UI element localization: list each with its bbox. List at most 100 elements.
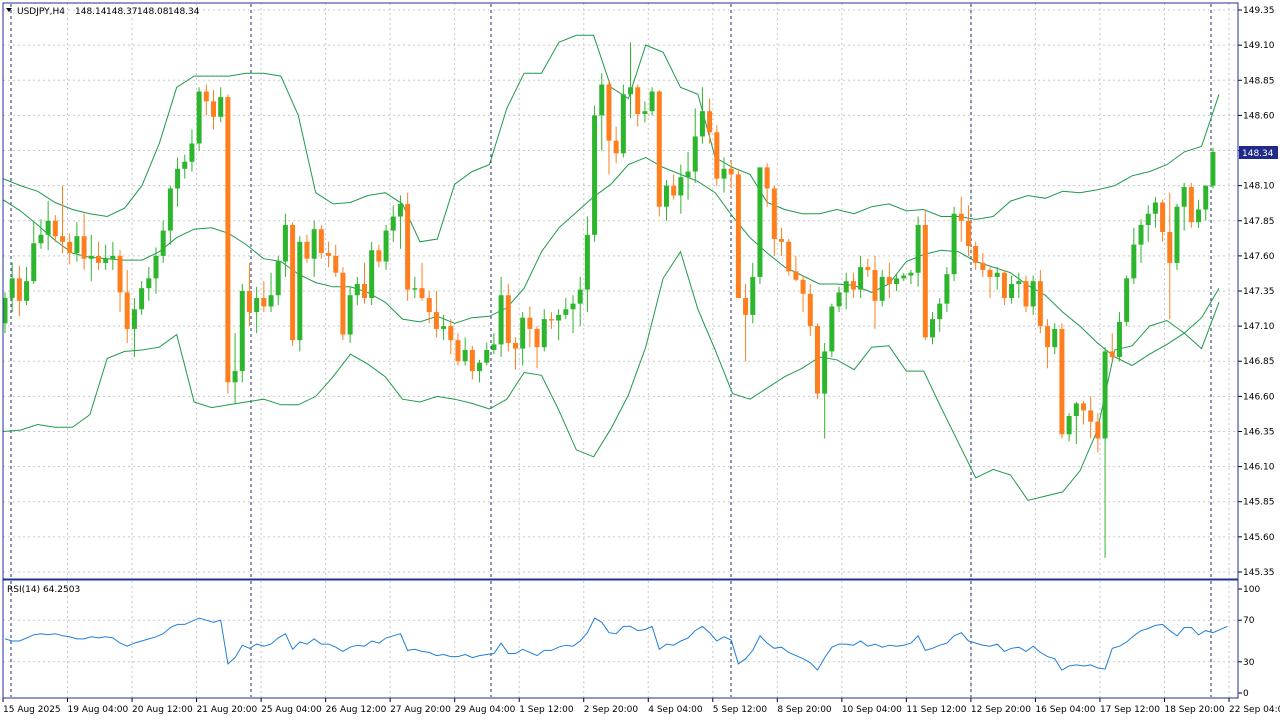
bear-candle[interactable] xyxy=(779,239,785,242)
bear-candle[interactable] xyxy=(455,340,461,362)
bull-candle[interactable] xyxy=(1210,151,1216,186)
bull-candle[interactable] xyxy=(175,168,181,189)
bull-candle[interactable] xyxy=(570,303,576,310)
bull-candle[interactable] xyxy=(556,314,562,321)
bull-candle[interactable] xyxy=(894,278,900,284)
bear-candle[interactable] xyxy=(606,84,612,141)
bear-candle[interactable] xyxy=(865,267,871,270)
bear-candle[interactable] xyxy=(505,295,511,343)
bull-candle[interactable] xyxy=(937,303,943,320)
bull-candle[interactable] xyxy=(1174,206,1180,263)
bull-candle[interactable] xyxy=(239,291,245,372)
bear-candle[interactable] xyxy=(124,292,130,329)
bear-candle[interactable] xyxy=(1001,272,1007,299)
bear-candle[interactable] xyxy=(1023,281,1029,307)
rsi-line[interactable] xyxy=(4,617,1228,671)
bear-candle[interactable] xyxy=(469,350,475,372)
bull-candle[interactable] xyxy=(879,276,885,301)
bear-candle[interactable] xyxy=(376,250,382,262)
bull-candle[interactable] xyxy=(685,171,691,178)
bear-candle[interactable] xyxy=(203,91,209,102)
bear-candle[interactable] xyxy=(1088,410,1094,422)
bear-candle[interactable] xyxy=(1167,231,1173,263)
bull-candle[interactable] xyxy=(915,224,921,273)
bull-candle[interactable] xyxy=(182,161,188,169)
bull-candle[interactable] xyxy=(649,91,655,112)
bull-candle[interactable] xyxy=(167,188,173,231)
bull-candle[interactable] xyxy=(944,274,950,304)
bear-candle[interactable] xyxy=(771,188,777,240)
bull-candle[interactable] xyxy=(131,309,137,329)
bull-candle[interactable] xyxy=(462,350,468,362)
bull-candle[interactable] xyxy=(491,344,497,351)
bull-candle[interactable] xyxy=(620,94,626,154)
bull-candle[interactable] xyxy=(663,185,669,207)
bull-candle[interactable] xyxy=(908,272,914,276)
bear-candle[interactable] xyxy=(60,236,66,242)
bull-candle[interactable] xyxy=(153,255,159,279)
bear-candle[interactable] xyxy=(534,328,540,348)
bear-candle[interactable] xyxy=(527,317,533,329)
bull-candle[interactable] xyxy=(951,213,957,275)
bear-candle[interactable] xyxy=(714,132,720,179)
bull-candle[interactable] xyxy=(642,111,648,114)
bull-candle[interactable] xyxy=(1138,224,1144,245)
bull-candle[interactable] xyxy=(592,115,598,235)
bear-candle[interactable] xyxy=(448,326,454,341)
bull-candle[interactable] xyxy=(390,216,396,231)
bull-candle[interactable] xyxy=(1203,185,1209,210)
bear-candle[interactable] xyxy=(1045,326,1051,348)
bear-candle[interactable] xyxy=(512,342,518,349)
bull-candle[interactable] xyxy=(441,326,447,329)
bull-candle[interactable] xyxy=(189,143,195,162)
bear-candle[interactable] xyxy=(1081,403,1086,411)
bear-candle[interactable] xyxy=(872,269,878,301)
bear-candle[interactable] xyxy=(735,174,741,299)
bull-candle[interactable] xyxy=(2,298,8,324)
bear-candle[interactable] xyxy=(987,269,993,277)
bear-candle[interactable] xyxy=(333,255,339,273)
bear-candle[interactable] xyxy=(304,241,310,259)
bull-candle[interactable] xyxy=(599,84,605,116)
bear-candle[interactable] xyxy=(548,319,554,321)
bear-candle[interactable] xyxy=(433,312,439,329)
bear-candle[interactable] xyxy=(850,281,856,290)
bull-candle[interactable] xyxy=(31,243,37,282)
bear-candle[interactable] xyxy=(1095,421,1101,439)
bear-candle[interactable] xyxy=(814,326,820,394)
bear-candle[interactable] xyxy=(671,185,677,196)
bull-candle[interactable] xyxy=(45,220,51,235)
bull-candle[interactable] xyxy=(1124,278,1130,322)
bull-candle[interactable] xyxy=(146,278,152,289)
bull-candle[interactable] xyxy=(1102,351,1108,439)
bull-candle[interactable] xyxy=(88,255,94,259)
bear-candle[interactable] xyxy=(1059,328,1065,435)
bull-candle[interactable] xyxy=(750,276,756,315)
bear-candle[interactable] xyxy=(728,168,734,175)
candlesticks[interactable] xyxy=(2,42,1216,558)
bull-candle[interactable] xyxy=(1181,187,1187,207)
bear-candle[interactable] xyxy=(225,97,231,383)
bull-candle[interactable] xyxy=(74,236,80,254)
bear-candle[interactable] xyxy=(419,288,425,299)
bull-candle[interactable] xyxy=(994,272,1000,277)
bull-candle[interactable] xyxy=(678,177,684,196)
bull-candle[interactable] xyxy=(829,306,835,352)
bear-candle[interactable] xyxy=(707,111,713,133)
bear-candle[interactable] xyxy=(743,298,749,315)
bull-candle[interactable] xyxy=(1073,403,1079,417)
bear-candle[interactable] xyxy=(807,293,813,327)
bear-candle[interactable] xyxy=(793,271,799,280)
bear-candle[interactable] xyxy=(211,101,217,117)
rsi-panel[interactable] xyxy=(3,617,1238,671)
bull-candle[interactable] xyxy=(268,295,274,307)
bull-candle[interactable] xyxy=(628,87,634,95)
bull-candle[interactable] xyxy=(1052,328,1058,348)
bull-candle[interactable] xyxy=(901,275,907,279)
bull-candle[interactable] xyxy=(354,283,360,296)
bull-candle[interactable] xyxy=(1152,202,1158,214)
bull-candle[interactable] xyxy=(347,295,353,335)
bull-candle[interactable] xyxy=(721,168,727,179)
